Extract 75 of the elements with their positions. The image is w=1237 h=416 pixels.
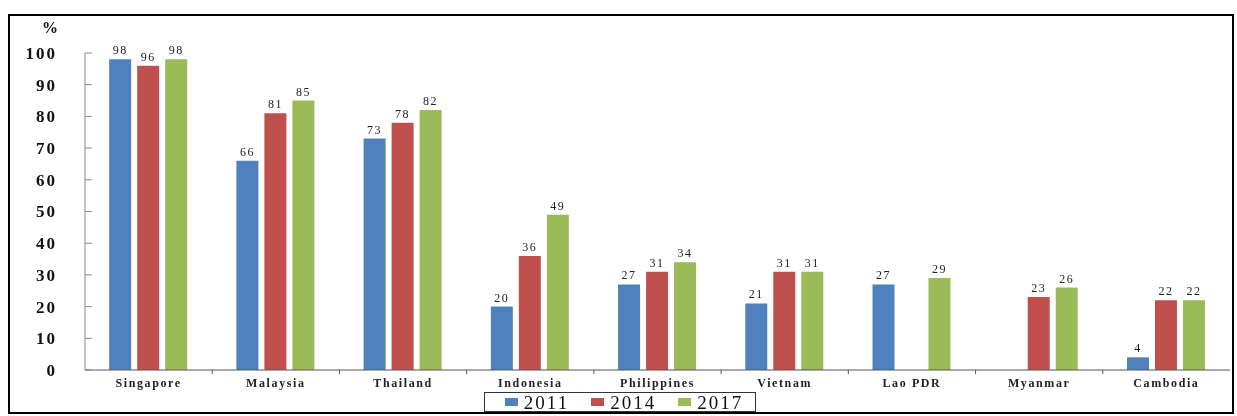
data-label: 26 xyxy=(1059,271,1075,286)
y-tick-label: 70 xyxy=(36,139,57,159)
data-label: 31 xyxy=(649,255,665,270)
bar xyxy=(292,100,315,370)
data-label: 21 xyxy=(748,287,764,302)
bar xyxy=(490,306,513,370)
x-tick-label: Philippines xyxy=(620,375,695,390)
data-label: 81 xyxy=(267,97,283,112)
y-tick-label: 30 xyxy=(36,265,57,285)
data-label: 34 xyxy=(677,246,693,261)
x-tick-label: Cambodia xyxy=(1133,375,1200,390)
data-label: 4 xyxy=(1134,341,1142,356)
y-tick-label: 40 xyxy=(36,234,57,254)
bar xyxy=(1055,287,1078,370)
bar xyxy=(674,262,697,370)
data-label: 31 xyxy=(776,255,792,270)
y-tick-label: 100 xyxy=(25,43,57,63)
data-label: 49 xyxy=(550,198,566,213)
y-tick-label: 80 xyxy=(36,107,57,127)
data-label: 31 xyxy=(804,255,820,270)
bar xyxy=(745,303,768,370)
bar xyxy=(109,59,132,370)
bar xyxy=(137,65,160,370)
bar xyxy=(1126,357,1149,370)
bar xyxy=(801,271,824,370)
bar xyxy=(363,138,386,370)
bar xyxy=(773,271,796,370)
bar xyxy=(1182,300,1205,370)
data-label: 82 xyxy=(423,94,439,109)
x-tick-label: Lao PDR xyxy=(882,375,942,390)
bar xyxy=(872,284,895,370)
x-tick-label: Malaysia xyxy=(246,375,306,390)
bar xyxy=(518,255,541,370)
data-label: 78 xyxy=(395,106,411,121)
data-label: 22 xyxy=(1158,284,1174,299)
x-tick-label: Thailand xyxy=(373,375,433,390)
bar xyxy=(391,122,414,370)
y-tick-label: 20 xyxy=(36,297,57,317)
data-label: 27 xyxy=(876,268,892,283)
bar xyxy=(618,284,641,370)
data-label: 20 xyxy=(494,290,510,305)
bar xyxy=(928,278,951,370)
bar xyxy=(165,59,188,370)
bar xyxy=(646,271,669,370)
bar xyxy=(419,110,442,370)
data-label: 73 xyxy=(367,122,383,137)
bar xyxy=(264,113,287,370)
legend-label: 2014 xyxy=(610,391,657,413)
y-tick-label: 10 xyxy=(36,329,57,349)
y-tick-label: 90 xyxy=(36,75,57,95)
legend-label: 2011 xyxy=(523,391,570,413)
data-label: 27 xyxy=(621,268,637,283)
data-label: 23 xyxy=(1031,281,1047,296)
data-label: 22 xyxy=(1186,284,1202,299)
data-label: 66 xyxy=(239,144,255,159)
legend-label: 2017 xyxy=(697,391,744,413)
bar xyxy=(1027,297,1050,370)
chart-frame: 2011 2014 2017 % Singapore Malaysia Thailand Indonesia Philippines Vietnam Lao PDR Myanmar Cambodia 0 10 20 30 40 50 60 70 80 90 100 98 66 73 20 27 21 27 4 96 81 78 36 31 31 23 22 98 85 82 49 34 31 29 26 22 xyxy=(8,14,1234,414)
data-label: 29 xyxy=(932,262,948,277)
y-tick-label: 0 xyxy=(46,360,57,380)
y-tick-label: 50 xyxy=(36,202,57,222)
data-label: 96 xyxy=(140,49,156,64)
y-axis-title: % xyxy=(42,18,58,36)
data-label: 98 xyxy=(112,43,128,58)
data-label: 98 xyxy=(168,43,184,58)
x-tick-label: Indonesia xyxy=(498,375,563,390)
data-label: 85 xyxy=(295,84,311,99)
x-tick-label: Vietnam xyxy=(757,375,813,390)
bar xyxy=(1154,300,1177,370)
bar xyxy=(546,214,569,370)
data-label: 36 xyxy=(522,239,538,254)
x-tick-label: Myanmar xyxy=(1007,375,1071,390)
y-tick-label: 60 xyxy=(36,170,57,190)
x-tick-label: Singapore xyxy=(115,375,182,390)
bar xyxy=(236,160,259,370)
